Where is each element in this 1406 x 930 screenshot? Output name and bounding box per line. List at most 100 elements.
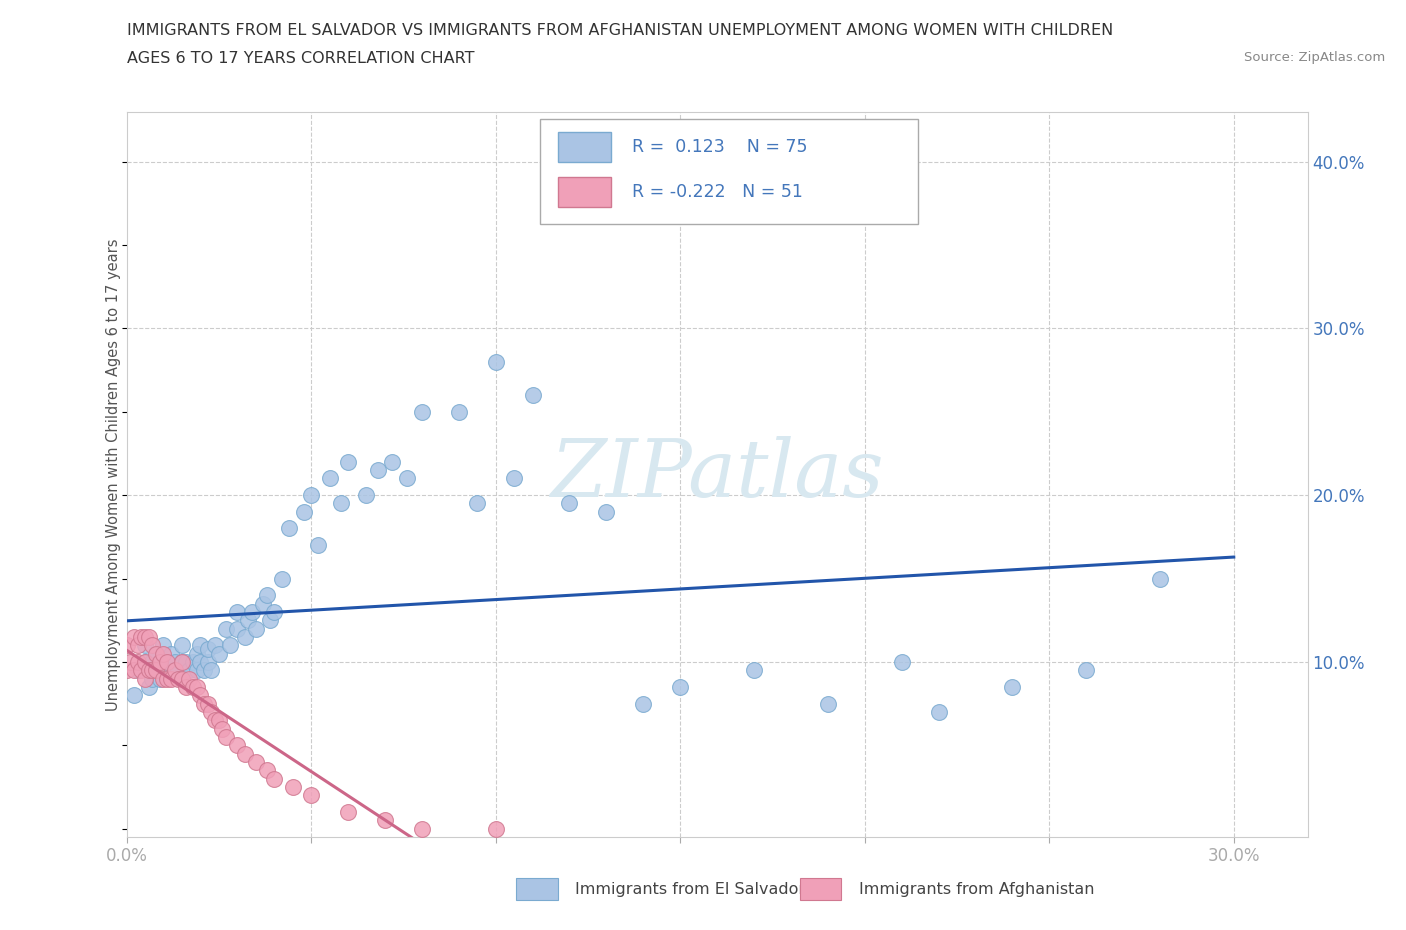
Point [160, 646, 183, 661]
Point [200, 663, 222, 678]
Point [127, 655, 149, 670]
Point [170, 638, 193, 653]
Point [197, 697, 219, 711]
Point [129, 630, 153, 644]
Text: Immigrants from El Salvador: Immigrants from El Salvador [575, 882, 806, 897]
Point [742, 663, 765, 678]
Point [149, 671, 172, 686]
Point [219, 638, 242, 653]
Point [233, 746, 256, 761]
Text: ZIPatlas: ZIPatlas [550, 435, 884, 513]
Point [381, 455, 404, 470]
Point [233, 630, 256, 644]
Point [186, 646, 208, 661]
Point [138, 630, 160, 644]
Point [890, 655, 912, 670]
Point [633, 697, 655, 711]
Point [1149, 571, 1171, 586]
Point [558, 496, 581, 511]
Point [204, 638, 226, 653]
Point [141, 638, 163, 653]
Point [263, 771, 285, 786]
Text: Immigrants from Afghanistan: Immigrants from Afghanistan [859, 882, 1094, 897]
FancyBboxPatch shape [540, 119, 918, 224]
Point [928, 705, 950, 720]
Point [256, 588, 278, 603]
Point [240, 604, 263, 619]
Point [152, 671, 174, 686]
Point [669, 680, 692, 695]
Point [238, 613, 260, 628]
Point [141, 663, 163, 678]
Point [186, 663, 208, 678]
Point [138, 663, 160, 678]
Point [163, 663, 186, 678]
Point [145, 646, 167, 661]
Point [374, 813, 396, 828]
Point [134, 655, 156, 670]
Point [208, 646, 231, 661]
Point [167, 671, 190, 686]
Bar [558, 132, 610, 163]
Point [156, 655, 179, 670]
Point [307, 538, 329, 552]
Point [160, 663, 183, 678]
Point [211, 721, 233, 736]
Point [226, 621, 249, 636]
Point [197, 641, 219, 656]
Point [145, 646, 167, 661]
Text: AGES 6 TO 17 YEARS CORRELATION CHART: AGES 6 TO 17 YEARS CORRELATION CHART [127, 51, 474, 66]
Point [447, 405, 470, 419]
Point [411, 405, 433, 419]
Point [188, 638, 212, 653]
Text: R = -0.222   N = 51: R = -0.222 N = 51 [633, 183, 803, 201]
Point [138, 680, 160, 695]
Point [115, 638, 138, 653]
Point [134, 630, 156, 644]
Point [259, 613, 281, 628]
Point [179, 663, 201, 678]
Point [170, 655, 193, 670]
Point [522, 388, 544, 403]
Point [226, 737, 249, 752]
Point [174, 655, 197, 670]
Point [179, 671, 201, 686]
Point [188, 688, 212, 703]
Point [193, 663, 215, 678]
Point [149, 655, 172, 670]
Point [200, 705, 222, 720]
Point [484, 821, 508, 836]
Point [152, 646, 174, 661]
Point [204, 712, 226, 727]
Point [181, 655, 204, 670]
Point [163, 655, 186, 670]
Point [337, 455, 360, 470]
Point [503, 471, 526, 485]
Point [396, 471, 419, 485]
Point [134, 671, 156, 686]
Point [1001, 680, 1024, 695]
Point [367, 463, 389, 478]
Point [122, 688, 145, 703]
Point [181, 680, 204, 695]
Point [252, 596, 274, 611]
Point [465, 496, 488, 511]
Text: IMMIGRANTS FROM EL SALVADOR VS IMMIGRANTS FROM AFGHANISTAN UNEMPLOYMENT AMONG WO: IMMIGRANTS FROM EL SALVADOR VS IMMIGRANT… [127, 23, 1112, 38]
Point [292, 504, 315, 519]
Point [152, 655, 174, 670]
Point [197, 655, 219, 670]
Point [145, 663, 167, 678]
Point [281, 779, 304, 794]
Y-axis label: Unemployment Among Women with Children Ages 6 to 17 years: Unemployment Among Women with Children A… [105, 238, 121, 711]
Point [152, 638, 174, 653]
Point [318, 471, 340, 485]
Point [115, 663, 138, 678]
Point [256, 763, 278, 777]
Point [484, 354, 508, 369]
Point [226, 604, 249, 619]
Point [149, 655, 172, 670]
Point [127, 638, 149, 653]
Point [122, 630, 145, 644]
Point [170, 655, 193, 670]
Point [208, 712, 231, 727]
